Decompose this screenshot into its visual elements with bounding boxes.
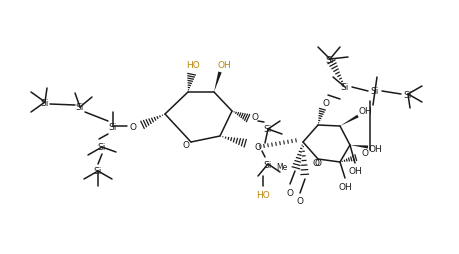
Text: Si: Si	[109, 122, 117, 131]
Text: OH: OH	[347, 167, 361, 176]
Polygon shape	[339, 115, 358, 126]
Text: O: O	[182, 140, 189, 149]
Text: O: O	[314, 158, 321, 167]
Text: Si: Si	[76, 103, 84, 112]
Text: Me: Me	[275, 163, 286, 172]
Text: O: O	[361, 149, 368, 158]
Text: Si: Si	[370, 87, 378, 96]
Polygon shape	[213, 72, 221, 93]
Text: OH: OH	[217, 60, 230, 69]
Text: O: O	[254, 143, 261, 152]
Text: O: O	[251, 113, 258, 122]
Text: Si: Si	[98, 143, 106, 152]
Text: OH: OH	[358, 106, 371, 115]
Text: O: O	[296, 197, 303, 206]
Text: HO: HO	[186, 60, 200, 69]
Text: Si: Si	[263, 125, 272, 134]
Text: Si: Si	[325, 55, 333, 64]
Text: Si: Si	[340, 83, 348, 92]
Text: O: O	[312, 158, 319, 167]
Text: OH: OH	[337, 182, 351, 191]
Text: OH: OH	[367, 145, 381, 154]
Polygon shape	[349, 146, 367, 149]
Text: Si: Si	[41, 98, 49, 107]
Text: O: O	[322, 98, 329, 107]
Text: Si: Si	[94, 167, 102, 176]
Text: O: O	[129, 122, 136, 131]
Text: O: O	[286, 188, 293, 197]
Text: Si: Si	[403, 90, 411, 99]
Text: HO: HO	[256, 190, 269, 199]
Text: Si: Si	[263, 160, 272, 169]
